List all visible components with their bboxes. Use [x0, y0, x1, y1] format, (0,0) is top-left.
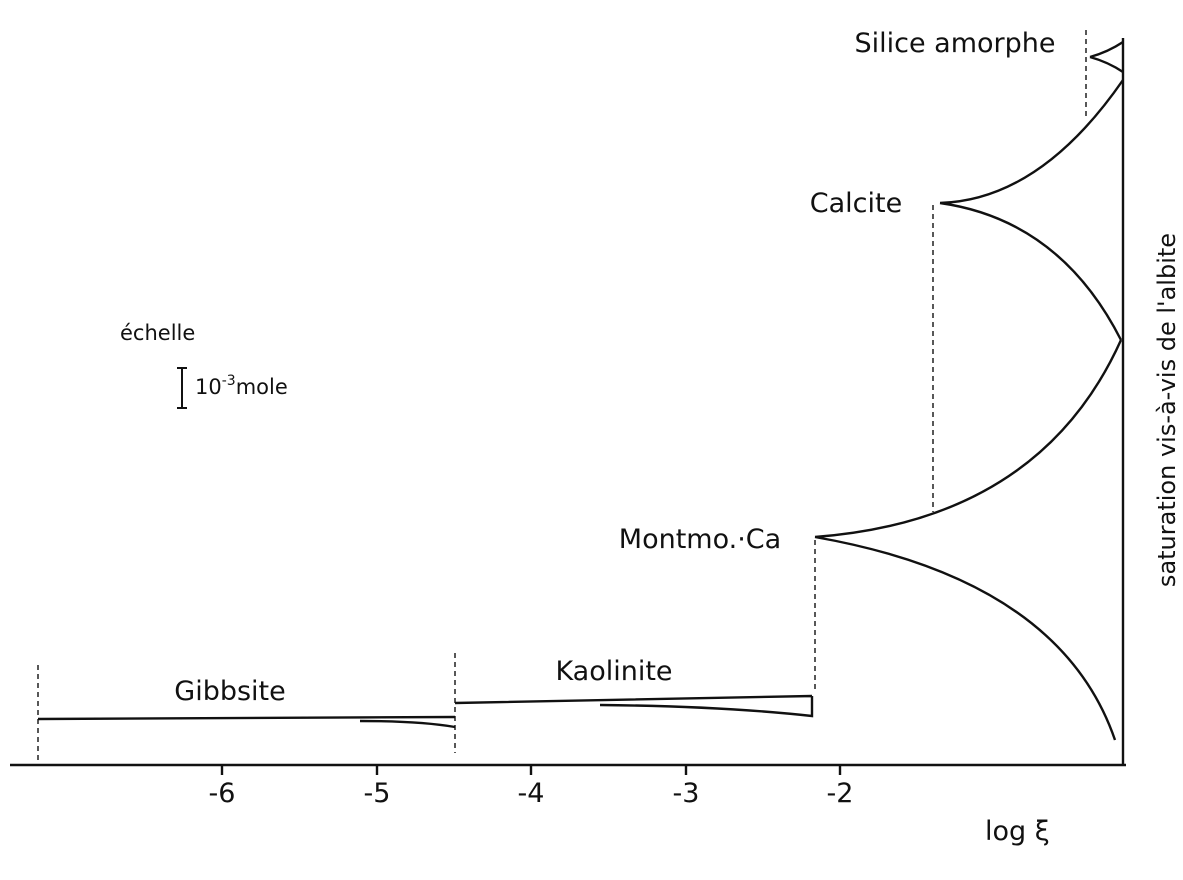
montmo-curve: [814, 339, 1123, 741]
gibbsite-curve: [37, 715, 456, 729]
silice-curve: [1089, 41, 1124, 73]
phase-label: Montmo.·Ca: [619, 524, 781, 555]
scale-base: 10: [195, 375, 222, 399]
tick-label: -4: [518, 778, 545, 809]
calcite-curve: [939, 79, 1124, 341]
tick-label: -5: [364, 778, 391, 809]
ticks: [220, 765, 842, 775]
scale-label: 10-3mole: [195, 373, 288, 399]
scale-exponent: -3: [222, 373, 236, 389]
kaolinite-curve: [454, 694, 814, 718]
phase-label: Silice amorphe: [854, 28, 1055, 59]
phase-label: Gibbsite: [174, 676, 285, 707]
axis-label: log ξ: [985, 816, 1050, 847]
phase-label: Calcite: [810, 188, 902, 219]
tick-label: -6: [209, 778, 236, 809]
tick-label: -3: [673, 778, 700, 809]
phase-label: Kaolinite: [555, 656, 672, 687]
scale-title: échelle: [120, 321, 195, 345]
scale-unit: mole: [236, 375, 288, 399]
tick-label: -2: [827, 778, 854, 809]
scale-bar: [177, 367, 187, 409]
side-label: saturation vis-à-vis de l'albite: [1153, 233, 1181, 587]
